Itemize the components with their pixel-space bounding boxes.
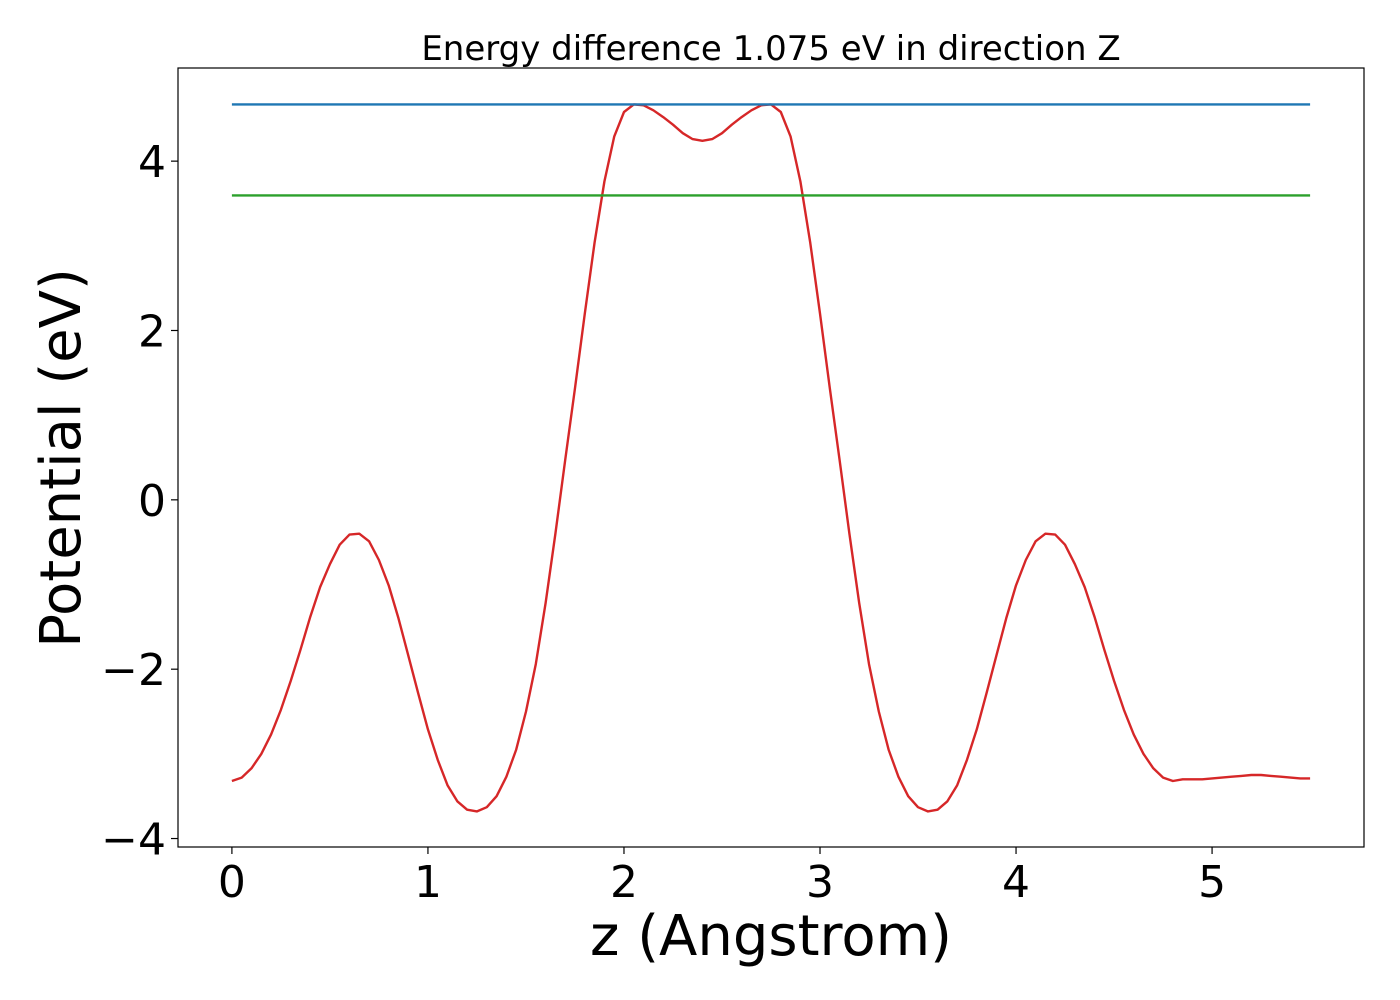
y-axis-ticks: −4 −2 0 2 4: [101, 137, 178, 866]
x-tick-label: 3: [806, 857, 834, 908]
y-tick-label: 0: [138, 476, 166, 527]
x-tick-label: 2: [610, 857, 638, 908]
y-tick-label: 4: [138, 137, 166, 188]
potential-curve: [231, 103, 1311, 813]
x-tick-label: 4: [1002, 857, 1030, 908]
x-tick-label: 5: [1198, 857, 1226, 908]
plot-frame: [177, 67, 1365, 848]
y-tick-label: 2: [138, 306, 166, 357]
y-tick-label: −4: [101, 815, 166, 866]
x-axis-label: z (Angstrom): [590, 904, 952, 969]
y-tick-label: −2: [101, 645, 166, 696]
series-layer: [231, 103, 1311, 813]
x-tick-label: 0: [218, 857, 246, 908]
x-tick-label: 1: [414, 857, 442, 908]
x-axis-ticks: 0 1 2 3 4 5: [218, 847, 1226, 908]
y-axis-label: Potential (eV): [29, 268, 94, 648]
chart-title: Energy difference 1.075 eV in direction …: [421, 29, 1120, 69]
